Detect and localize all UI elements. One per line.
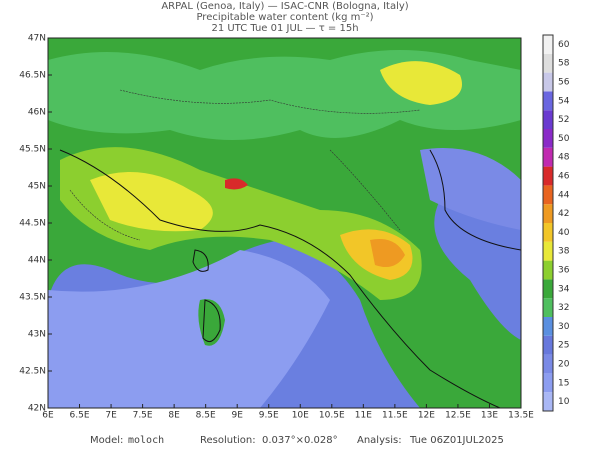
colorbar-swatch	[543, 166, 553, 186]
y-tick-label: 44.5N	[19, 219, 46, 229]
x-tick-label: 10E	[292, 411, 309, 421]
colorbar-swatch	[543, 260, 553, 280]
colorbar-label: 52	[558, 115, 569, 125]
x-tick-label: 6E	[42, 411, 54, 421]
header-line: Precipitable water content (kg m⁻²)	[196, 12, 373, 23]
y-tick-label: 44N	[28, 256, 46, 266]
x-tick-label: 9E	[231, 411, 243, 421]
x-tick-label: 6.5E	[70, 411, 90, 421]
colorbar-label: 32	[558, 303, 569, 313]
x-tick-label: 8.5E	[196, 411, 216, 421]
colorbar-swatch	[543, 147, 553, 167]
y-tick-label: 42.5N	[19, 367, 46, 377]
colorbar-label: 40	[558, 228, 570, 238]
colorbar-label: 60	[558, 40, 570, 50]
colorbar-label: 20	[558, 360, 570, 370]
colorbar-swatch	[543, 53, 553, 73]
footer-value: 0.037°×0.028°	[262, 435, 338, 446]
colorbar-label: 56	[558, 78, 570, 88]
footer-value: Tue 06Z01JUL2025	[409, 435, 504, 446]
colorbar-swatch	[543, 110, 553, 129]
y-tick-label: 43.5N	[19, 293, 46, 303]
colorbar-label: 48	[558, 153, 570, 163]
colorbar-label: 30	[558, 322, 570, 332]
footer-label: Resolution:	[200, 435, 256, 446]
colorbar-swatch	[543, 373, 553, 393]
colorbar-label: 50	[558, 134, 570, 144]
colorbar-label: 44	[558, 190, 570, 200]
map-field	[48, 38, 521, 408]
y-tick-label: 45.5N	[19, 145, 46, 155]
footer-label: Analysis:	[357, 435, 402, 446]
colorbar-swatch	[543, 241, 553, 261]
colorbar-label: 15	[558, 378, 569, 388]
x-tick-label: 12.5E	[445, 411, 471, 421]
colorbar-label: 25	[558, 341, 569, 351]
colorbar-label: 58	[558, 59, 570, 69]
y-tick-label: 45N	[28, 182, 46, 192]
colorbar-label: 38	[558, 247, 570, 257]
colorbar-frame	[542, 34, 554, 412]
colorbar-label: 10	[558, 397, 570, 407]
header-line: 21 UTC Tue 01 JUL — τ = 15h	[211, 23, 358, 34]
colorbar-swatch	[543, 204, 553, 223]
colorbar-label: 46	[558, 172, 570, 182]
colorbar-swatch	[543, 298, 553, 317]
x-tick-label: 7E	[105, 411, 117, 421]
y-tick-label: 47N	[28, 34, 46, 44]
colorbar-swatch	[543, 317, 553, 336]
colorbar-swatch	[543, 279, 553, 299]
colorbar-label: 54	[558, 96, 570, 106]
x-tick-label: 13E	[481, 411, 498, 421]
x-tick-label: 10.5E	[319, 411, 345, 421]
y-tick-label: 46N	[28, 108, 46, 118]
y-tick-label: 43N	[28, 330, 46, 340]
x-tick-label: 11.5E	[382, 411, 408, 421]
x-tick-label: 9.5E	[259, 411, 279, 421]
x-tick-label: 13.5E	[508, 411, 534, 421]
colorbar-swatch	[543, 392, 553, 411]
colorbar-label: 36	[558, 266, 570, 276]
colorbar-swatch	[543, 223, 553, 242]
x-tick-label: 12E	[418, 411, 435, 421]
header-line: ARPAL (Genoa, Italy) — ISAC-CNR (Bologna…	[161, 1, 408, 12]
colorbar-swatch	[543, 72, 553, 92]
y-tick-label: 42N	[28, 404, 46, 414]
colorbar-label: 42	[558, 209, 569, 219]
colorbar-swatch	[543, 354, 553, 374]
colorbar-swatch	[543, 91, 553, 111]
colorbar-swatch	[543, 35, 553, 54]
colorbar-label: 34	[558, 284, 570, 294]
x-tick-label: 7.5E	[133, 411, 153, 421]
colorbar-swatch	[543, 335, 553, 355]
footer-label: Model:	[90, 435, 123, 446]
colorbar-swatch	[543, 129, 553, 148]
y-tick-label: 46.5N	[19, 71, 46, 81]
x-tick-label: 8E	[168, 411, 180, 421]
colorbar-swatch	[543, 185, 553, 205]
footer-value: moloch	[128, 435, 164, 446]
x-tick-label: 11E	[355, 411, 372, 421]
